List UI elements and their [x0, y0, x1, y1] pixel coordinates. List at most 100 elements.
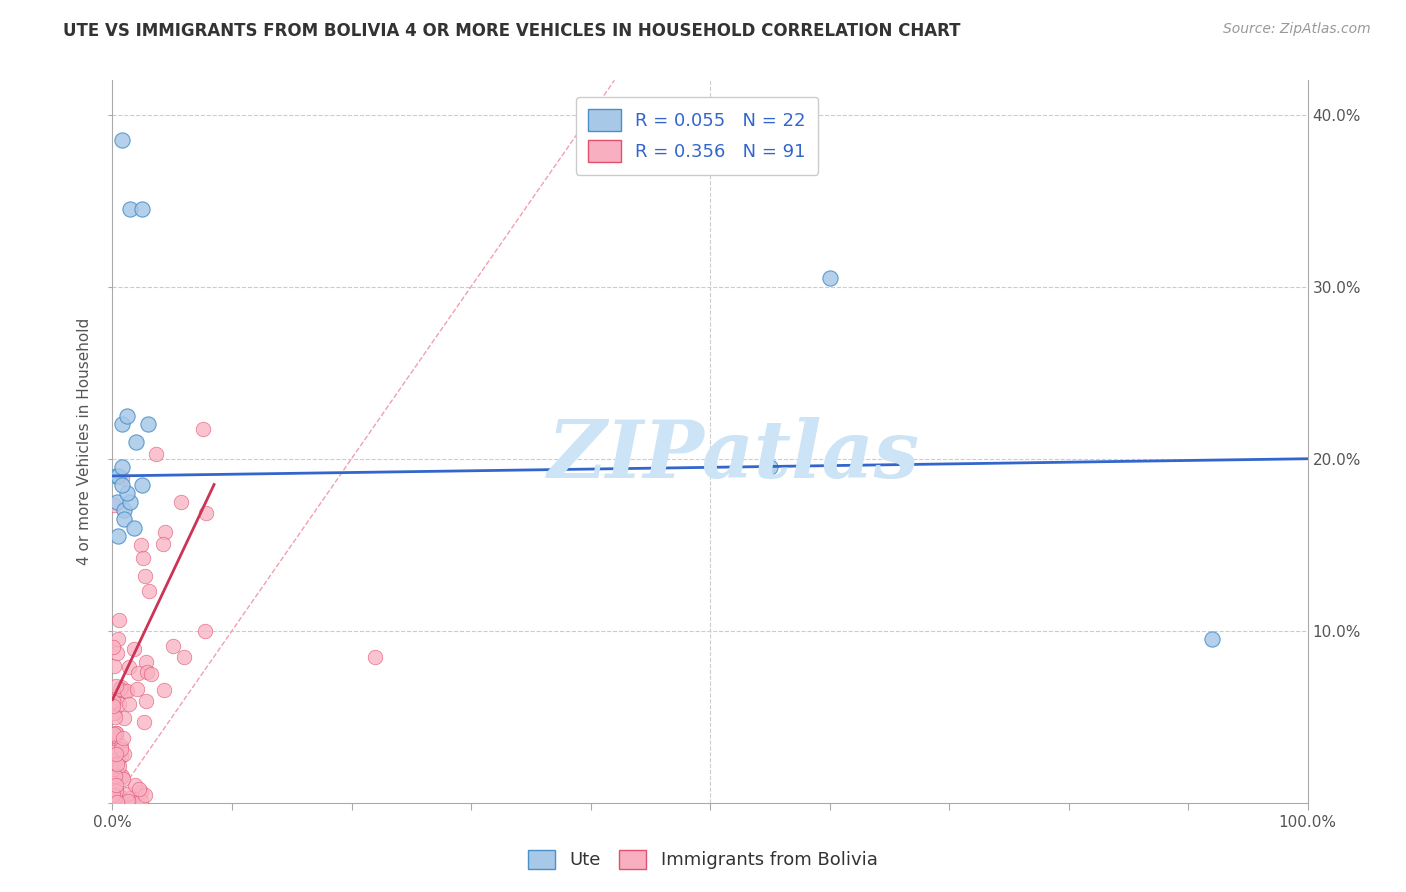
- Point: [111, 133, 134, 147]
- Point: [115, 787, 138, 801]
- Text: Source: ZipAtlas.com: Source: ZipAtlas.com: [1223, 22, 1371, 37]
- Point: [114, 684, 136, 698]
- Point: [105, 646, 128, 660]
- Point: [107, 469, 129, 483]
- Point: [125, 682, 148, 697]
- Point: [122, 642, 145, 657]
- Point: [364, 649, 387, 664]
- Point: [110, 769, 132, 783]
- Point: [124, 778, 146, 792]
- Point: [104, 765, 127, 780]
- Point: [103, 498, 125, 512]
- Point: [191, 422, 214, 436]
- Point: [131, 477, 153, 491]
- Point: [114, 512, 135, 526]
- Point: [152, 683, 174, 698]
- Point: [818, 271, 841, 285]
- Point: [135, 694, 157, 708]
- Point: [107, 752, 129, 766]
- Point: [111, 471, 134, 485]
- Point: [194, 506, 217, 520]
- Point: [111, 772, 134, 787]
- Point: [108, 613, 131, 627]
- Point: [129, 794, 152, 808]
- Point: [129, 785, 152, 799]
- Point: [117, 794, 139, 808]
- Point: [108, 759, 131, 773]
- Point: [139, 666, 162, 681]
- Point: [104, 729, 127, 743]
- Point: [101, 706, 124, 720]
- Point: [162, 640, 184, 654]
- Point: [104, 726, 127, 740]
- Point: [152, 537, 174, 551]
- Point: [125, 434, 148, 449]
- Point: [104, 710, 127, 724]
- Point: [127, 665, 149, 680]
- Point: [105, 783, 128, 797]
- Point: [145, 447, 167, 461]
- Point: [115, 486, 138, 500]
- Point: [129, 537, 152, 551]
- Point: [112, 747, 135, 761]
- Point: [120, 202, 142, 217]
- Point: [132, 714, 155, 729]
- Point: [111, 460, 134, 475]
- Point: [105, 469, 128, 483]
- Point: [170, 495, 193, 509]
- Point: [115, 683, 138, 698]
- Text: UTE VS IMMIGRANTS FROM BOLIVIA 4 OR MORE VEHICLES IN HOUSEHOLD CORRELATION CHART: UTE VS IMMIGRANTS FROM BOLIVIA 4 OR MORE…: [63, 22, 960, 40]
- Point: [138, 584, 160, 599]
- Point: [1201, 632, 1223, 647]
- Point: [101, 788, 124, 802]
- Point: [103, 706, 125, 720]
- Text: ZIPatlas: ZIPatlas: [548, 417, 920, 495]
- Point: [104, 679, 127, 693]
- Point: [114, 503, 135, 517]
- Point: [110, 680, 132, 694]
- Point: [110, 742, 132, 756]
- Point: [101, 757, 124, 772]
- Point: [110, 748, 132, 763]
- Point: [103, 770, 125, 784]
- Point: [115, 409, 138, 423]
- Point: [122, 520, 145, 534]
- Point: [118, 790, 141, 805]
- Point: [104, 747, 127, 761]
- Point: [101, 698, 124, 713]
- Point: [104, 770, 127, 784]
- Point: [134, 569, 156, 583]
- Point: [108, 768, 131, 782]
- Point: [107, 791, 129, 805]
- Point: [131, 202, 153, 217]
- Point: [132, 551, 155, 566]
- Point: [104, 726, 127, 740]
- Point: [111, 417, 134, 432]
- Point: [153, 524, 176, 539]
- Point: [138, 417, 160, 432]
- Legend: R = 0.055   N = 22, R = 0.356   N = 91: R = 0.055 N = 22, R = 0.356 N = 91: [575, 96, 818, 175]
- Point: [105, 742, 128, 756]
- Point: [103, 659, 125, 673]
- Point: [104, 790, 127, 805]
- Point: [105, 778, 128, 792]
- Point: [105, 757, 128, 772]
- Point: [110, 739, 132, 753]
- Point: [105, 494, 128, 508]
- Legend: Ute, Immigrants from Bolivia: Ute, Immigrants from Bolivia: [519, 841, 887, 879]
- Point: [112, 711, 135, 725]
- Point: [103, 787, 125, 801]
- Point: [112, 731, 135, 745]
- Point: [110, 790, 132, 805]
- Point: [118, 697, 141, 711]
- Point: [101, 780, 124, 795]
- Point: [759, 460, 782, 475]
- Point: [128, 781, 150, 796]
- Point: [103, 694, 125, 708]
- Point: [103, 776, 125, 790]
- Point: [107, 632, 129, 646]
- Point: [121, 796, 143, 810]
- Point: [108, 682, 131, 697]
- Point: [103, 769, 125, 783]
- Y-axis label: 4 or more Vehicles in Household: 4 or more Vehicles in Household: [77, 318, 93, 566]
